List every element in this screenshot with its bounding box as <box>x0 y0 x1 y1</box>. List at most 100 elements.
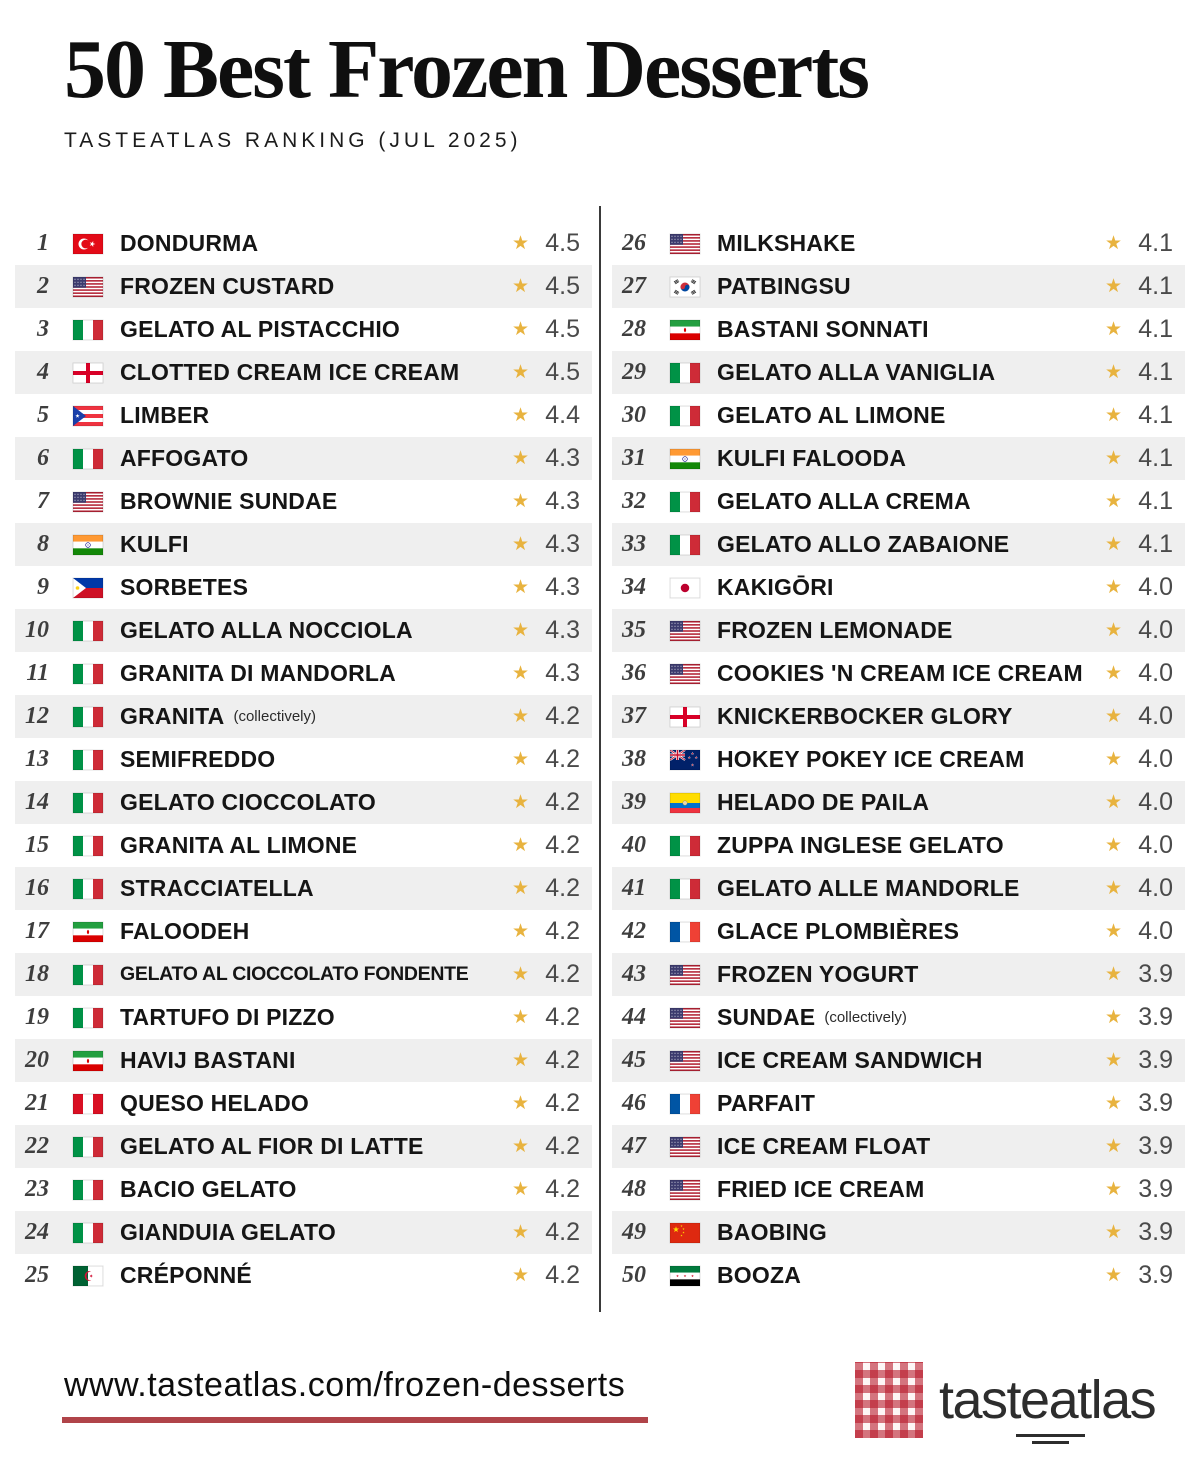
rating-value: 3.9 <box>1138 1003 1173 1031</box>
dessert-name: TARTUFO DI PIZZO <box>120 1004 335 1030</box>
rating-value: 3.9 <box>1138 1175 1173 1203</box>
rating-value: 4.5 <box>545 358 580 386</box>
rating: ★ 4.0 <box>1105 874 1173 903</box>
star-icon: ★ <box>511 276 529 297</box>
dessert-name: AFFOGATO <box>120 445 249 471</box>
ranking-columns: 1 DONDURMA ★ 4.5 2 FROZEN CUSTARD ★ 4.5 … <box>15 206 1185 1312</box>
ranking-row: 35 FROZEN LEMONADE ★ 4.0 <box>612 609 1185 652</box>
rank-number: 7 <box>37 488 49 514</box>
rank-number: 31 <box>622 445 646 471</box>
rating: ★ 4.5 <box>512 229 580 258</box>
rank-number: 6 <box>37 445 49 471</box>
dessert-name: PATBINGSU <box>717 273 851 299</box>
country-flag <box>670 276 700 297</box>
country-flag <box>670 1222 700 1243</box>
ranking-row: 38 HOKEY POKEY ICE CREAM ★ 4.0 <box>612 738 1185 781</box>
rating-value: 3.9 <box>1138 960 1173 988</box>
rank-number: 20 <box>25 1047 49 1073</box>
tasteatlas-logo: tasteatlas <box>855 1362 1157 1444</box>
rating-value: 4.0 <box>1138 702 1173 730</box>
rank-number: 17 <box>25 918 49 944</box>
rank-number: 32 <box>622 488 646 514</box>
rating-value: 4.3 <box>545 487 580 515</box>
star-icon: ★ <box>511 1136 529 1157</box>
star-icon: ★ <box>511 362 529 383</box>
rank-number: 13 <box>25 746 49 772</box>
rating-value: 4.1 <box>1138 358 1173 386</box>
ranking-row: 2 FROZEN CUSTARD ★ 4.5 <box>15 265 592 308</box>
ranking-row: 42 GLACE PLOMBIÈRES ★ 4.0 <box>612 910 1185 953</box>
dessert-name: KULFI FALOODA <box>717 445 907 471</box>
rating: ★ 4.2 <box>512 1175 580 1204</box>
rating-value: 4.2 <box>545 1089 580 1117</box>
logo-text-part1: tast <box>939 1370 1022 1430</box>
rank-number: 11 <box>26 660 49 686</box>
dessert-name: HELADO DE PAILA <box>717 789 930 815</box>
rank-number: 27 <box>622 273 646 299</box>
ranking-row: 4 CLOTTED CREAM ICE CREAM ★ 4.5 <box>15 351 592 394</box>
site-url: www.tasteatlas.com/frozen-desserts <box>64 1366 626 1404</box>
rank-number: 8 <box>37 531 49 557</box>
logo-text-part2: ea <box>1016 1370 1086 1444</box>
rating-value: 3.9 <box>1138 1089 1173 1117</box>
rank-number: 42 <box>622 918 646 944</box>
star-icon: ★ <box>1104 964 1122 985</box>
rating: ★ 4.2 <box>512 1261 580 1290</box>
star-icon: ★ <box>1104 663 1122 684</box>
rank-number: 19 <box>25 1004 49 1030</box>
header: 50 Best Frozen Desserts TASTEATLAS RANKI… <box>64 28 870 153</box>
rating: ★ 4.2 <box>512 917 580 946</box>
rank-number: 30 <box>622 402 646 428</box>
country-flag <box>73 405 103 426</box>
country-flag <box>73 577 103 598</box>
dessert-name: BAOBING <box>717 1219 828 1245</box>
rating-value: 3.9 <box>1138 1046 1173 1074</box>
rank-number: 28 <box>622 316 646 342</box>
ranking-row: 32 GELATO ALLA CREMA ★ 4.1 <box>612 480 1185 523</box>
ranking-row: 46 PARFAIT ★ 3.9 <box>612 1082 1185 1125</box>
ranking-row: 23 BACIO GELATO ★ 4.2 <box>15 1168 592 1211</box>
rating: ★ 4.2 <box>512 702 580 731</box>
rating: ★ 4.1 <box>1105 315 1173 344</box>
star-icon: ★ <box>511 1007 529 1028</box>
ranking-row: 8 KULFI ★ 4.3 <box>15 523 592 566</box>
country-flag <box>670 1050 700 1071</box>
dessert-note: (collectively) <box>233 708 316 725</box>
rating: ★ 4.3 <box>512 487 580 516</box>
ranking-row: 13 SEMIFREDDO ★ 4.2 <box>15 738 592 781</box>
star-icon: ★ <box>511 921 529 942</box>
rank-number: 37 <box>622 703 646 729</box>
rating: ★ 3.9 <box>1105 1175 1173 1204</box>
country-flag <box>73 319 103 340</box>
ranking-row: 15 GRANITA AL LIMONE ★ 4.2 <box>15 824 592 867</box>
star-icon: ★ <box>511 964 529 985</box>
dessert-name: GELATO AL CIOCCOLATO FONDENTE <box>120 963 469 985</box>
dessert-name: CRÉPONNÉ <box>120 1262 252 1288</box>
star-icon: ★ <box>511 491 529 512</box>
rating: ★ 4.0 <box>1105 702 1173 731</box>
star-icon: ★ <box>1104 448 1122 469</box>
rating: ★ 4.2 <box>512 1218 580 1247</box>
rating: ★ 4.2 <box>512 745 580 774</box>
star-icon: ★ <box>511 835 529 856</box>
rating: ★ 4.3 <box>512 573 580 602</box>
ranking-row: 43 FROZEN YOGURT ★ 3.9 <box>612 953 1185 996</box>
star-icon: ★ <box>1104 362 1122 383</box>
dessert-name: FROZEN YOGURT <box>717 961 919 987</box>
country-flag <box>670 620 700 641</box>
country-flag <box>73 792 103 813</box>
ranking-row: 47 ICE CREAM FLOAT ★ 3.9 <box>612 1125 1185 1168</box>
ranking-column-left: 1 DONDURMA ★ 4.5 2 FROZEN CUSTARD ★ 4.5 … <box>15 222 592 1297</box>
rank-number: 24 <box>25 1219 49 1245</box>
ranking-row: 45 ICE CREAM SANDWICH ★ 3.9 <box>612 1039 1185 1082</box>
rank-number: 1 <box>37 230 49 256</box>
ranking-row: 49 BAOBING ★ 3.9 <box>612 1211 1185 1254</box>
ranking-row: 5 LIMBER ★ 4.4 <box>15 394 592 437</box>
rank-number: 3 <box>37 316 49 342</box>
ranking-row: 40 ZUPPA INGLESE GELATO ★ 4.0 <box>612 824 1185 867</box>
country-flag <box>670 964 700 985</box>
rating: ★ 4.4 <box>512 401 580 430</box>
ranking-row: 10 GELATO ALLA NOCCIOLA ★ 4.3 <box>15 609 592 652</box>
rank-number: 16 <box>25 875 49 901</box>
dessert-note: (collectively) <box>824 1009 907 1026</box>
